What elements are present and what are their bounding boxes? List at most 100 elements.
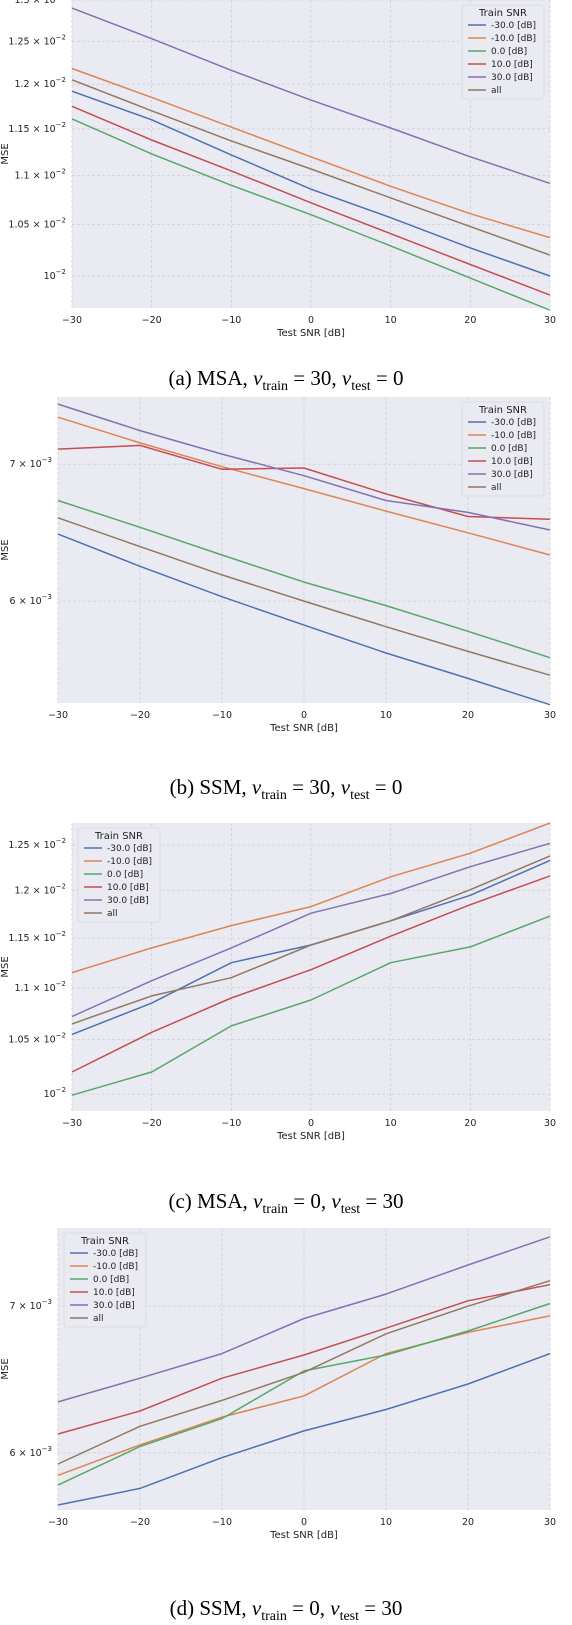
series-line-a-2 xyxy=(71,118,551,311)
legend-box-c xyxy=(77,827,161,923)
x-axis-label-d: Test SNR [dB] xyxy=(269,1530,338,1541)
legend-entry-b-4: 30.0 [dB] xyxy=(491,470,533,480)
legend-entry-a-1: -10.0 [dB] xyxy=(491,34,536,44)
series-line-b-5 xyxy=(57,517,551,676)
x-tick-label-c: 20 xyxy=(464,1118,476,1129)
series-line-d-5 xyxy=(57,1279,551,1465)
legend-entry-c-4: 30.0 [dB] xyxy=(107,896,149,906)
x-tick-label-a: −20 xyxy=(142,315,162,326)
y-axis-label-b: MSE xyxy=(0,539,11,560)
series-line-d-3 xyxy=(57,1283,551,1435)
legend-box-b xyxy=(461,401,545,497)
legend-entry-d-1: -10.0 [dB] xyxy=(93,1262,138,1272)
x-tick-label-b: 10 xyxy=(380,710,392,721)
x-tick-label-b: −10 xyxy=(212,710,232,721)
caption-c-prefix: (c) MSA, xyxy=(168,1189,248,1213)
series-line-c-2 xyxy=(71,915,551,1096)
y-tick-label-c: 1.05 × 10−2 xyxy=(8,1032,66,1046)
x-tick-label-a: 20 xyxy=(464,315,476,326)
x-tick-label-a: −10 xyxy=(221,315,241,326)
x-tick-label-b: 0 xyxy=(301,710,307,721)
y-tick-label-a: 1.15 × 10−2 xyxy=(8,121,66,135)
caption-d-prefix: (d) SSM, xyxy=(169,1596,247,1620)
series-line-a-0 xyxy=(71,90,551,277)
legend-title-b: Train SNR xyxy=(478,405,527,416)
legend-entry-c-1: -10.0 [dB] xyxy=(107,857,152,867)
x-tick-label-a: 30 xyxy=(544,315,556,326)
caption-a: (a) MSA, vtrain = 30, vtest = 0 xyxy=(168,366,404,395)
x-tick-label-d: −10 xyxy=(212,1517,232,1528)
x-axis-label-c: Test SNR [dB] xyxy=(276,1131,345,1142)
chart-panel-d: −30 −20 −10 0 10 20 30 6 × 10−3 7 × 10−3 Test SNR… xyxy=(0,1228,572,1624)
chart-panel-b: −30 −20 −10 0 10 20 30 6 × 10−3 7 × 10−3 Test SNR… xyxy=(0,395,572,803)
y-axis-label-c: MSE xyxy=(0,956,11,977)
series-line-d-2 xyxy=(57,1302,551,1486)
y-tick-label-a: 10−2 xyxy=(44,268,66,282)
x-tick-label-d: −30 xyxy=(48,1517,68,1528)
x-tick-label-d: 20 xyxy=(462,1517,474,1528)
legend-title-c: Train SNR xyxy=(94,831,143,842)
x-axis-label-a: Test SNR [dB] xyxy=(276,328,345,339)
series-line-c-5 xyxy=(71,855,551,1025)
series-line-a-1 xyxy=(71,67,551,239)
legend-entry-a-4: 30.0 [dB] xyxy=(491,73,533,83)
x-tick-label-d: 30 xyxy=(544,1517,556,1528)
x-tick-label-c: −10 xyxy=(221,1118,241,1129)
y-tick-label-c: 1.15 × 10−2 xyxy=(8,930,66,944)
legend-title-d: Train SNR xyxy=(80,1236,129,1247)
series-line-d-0 xyxy=(57,1352,551,1506)
chart-panel-a: −30 −20 −10 0 10 20 30 10−2 1.05 × 10−2 1.1 × 10−… xyxy=(0,0,572,395)
caption-b: (b) SSM, vtrain = 30, vtest = 0 xyxy=(169,775,403,804)
legend-entry-b-1: -10.0 [dB] xyxy=(491,431,536,441)
legend-entry-d-0: -30.0 [dB] xyxy=(93,1249,138,1259)
y-tick-label-a: 1.3 × 10−2 xyxy=(14,0,66,6)
legend-entry-b-2: 0.0 [dB] xyxy=(491,444,527,454)
series-line-d-4 xyxy=(57,1236,551,1403)
x-tick-label-d: −20 xyxy=(130,1517,150,1528)
series-line-c-4 xyxy=(71,842,551,1018)
legend-entry-a-3: 10.0 [dB] xyxy=(491,60,533,70)
chart-a-plot: −30 −20 −10 0 10 20 30 10−2 1.05 × 10−2 1.1 × 10−… xyxy=(0,0,556,339)
caption-d: (d) SSM, vtrain = 0, vtest = 30 xyxy=(169,1596,403,1625)
legend-entry-c-3: 10.0 [dB] xyxy=(107,883,149,893)
y-axis-label-a: MSE xyxy=(0,143,11,164)
x-tick-label-a: −30 xyxy=(62,315,82,326)
y-tick-label-a: 1.05 × 10−2 xyxy=(8,217,66,231)
legend-box-d xyxy=(63,1232,147,1328)
legend-entry-d-5: all xyxy=(93,1314,104,1324)
x-tick-label-a: 10 xyxy=(385,315,397,326)
caption-c: (c) MSA, vtrain = 0, vtest = 30 xyxy=(168,1189,404,1218)
chart-b-plot: −30 −20 −10 0 10 20 30 6 × 10−3 7 × 10−3 Test SNR… xyxy=(0,397,556,734)
y-tick-label-b: 6 × 10−3 xyxy=(10,593,52,607)
legend-entry-c-2: 0.0 [dB] xyxy=(107,870,143,880)
y-tick-label-c: 10−2 xyxy=(44,1086,66,1100)
y-tick-label-a: 1.1 × 10−2 xyxy=(14,168,66,182)
series-line-b-3 xyxy=(57,444,551,520)
legend-entry-c-0: -30.0 [dB] xyxy=(107,844,152,854)
x-axis-label-b: Test SNR [dB] xyxy=(269,723,338,734)
legend-d: Train SNR -30.0 [dB] -10.0 [dB] 0.0 [dB] 10.… xyxy=(63,1232,147,1328)
chart-panel-c: −30 −20 −10 0 10 20 30 10−2 1.05 × 10−2 1.1 × 10−… xyxy=(0,815,572,1220)
x-tick-label-c: −20 xyxy=(142,1118,162,1129)
legend-entry-d-3: 10.0 [dB] xyxy=(93,1288,135,1298)
legend-a: Train SNR -30.0 [dB] -10.0 [dB] 0.0 [dB] 10.… xyxy=(461,4,545,100)
legend-entry-d-4: 30.0 [dB] xyxy=(93,1301,135,1311)
y-tick-label-c: 1.2 × 10−2 xyxy=(14,883,66,897)
y-tick-label-c: 1.25 × 10−2 xyxy=(8,837,66,851)
y-tick-label-d: 6 × 10−3 xyxy=(10,1445,52,1459)
chart-d-plot: −30 −20 −10 0 10 20 30 6 × 10−3 7 × 10−3 Test SNR… xyxy=(0,1228,556,1541)
series-line-a-5 xyxy=(71,79,551,256)
series-line-b-2 xyxy=(57,499,551,659)
y-tick-label-b: 7 × 10−3 xyxy=(10,456,52,470)
x-tick-label-c: 0 xyxy=(308,1118,314,1129)
legend-title-a: Train SNR xyxy=(478,8,527,19)
caption-b-prefix: (b) SSM, xyxy=(169,775,247,799)
y-axis-label-d: MSE xyxy=(0,1358,11,1379)
x-tick-label-b: 30 xyxy=(544,710,556,721)
legend-entry-d-2: 0.0 [dB] xyxy=(93,1275,129,1285)
legend-entry-a-0: -30.0 [dB] xyxy=(491,21,536,31)
x-tick-label-c: 10 xyxy=(385,1118,397,1129)
series-line-a-3 xyxy=(71,105,551,296)
legend-entry-c-5: all xyxy=(107,909,118,919)
series-line-c-3 xyxy=(71,875,551,1073)
